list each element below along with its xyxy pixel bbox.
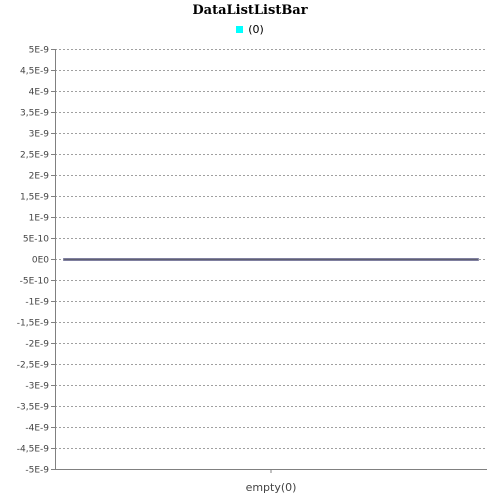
bar <box>63 258 479 261</box>
y-tick-label: 1E-9 <box>29 214 50 224</box>
bar-layer <box>63 258 479 261</box>
y-tick-label: 4E-9 <box>29 88 50 98</box>
y-tick-label: -1,5E-9 <box>17 319 49 329</box>
y-tick-label: -3,5E-9 <box>17 403 49 413</box>
y-tick-label: -2,5E-9 <box>17 361 49 371</box>
x-axis: empty(0) <box>55 49 487 494</box>
legend-label: (0) <box>248 23 264 36</box>
y-tick-label: 5E-10 <box>23 235 49 245</box>
legend-swatch <box>236 25 244 33</box>
y-tick-label: 2E-9 <box>29 172 50 182</box>
y-tick-label: 5E-9 <box>29 46 50 56</box>
y-tick-label: 4,5E-9 <box>20 67 49 77</box>
y-tick-label: 3,5E-9 <box>20 109 49 119</box>
y-tick-label: -3E-9 <box>25 382 49 392</box>
y-tick-label: -5E-9 <box>25 466 49 476</box>
y-tick-label: 3E-9 <box>29 130 50 140</box>
y-tick-label: 1,5E-9 <box>20 193 49 203</box>
legend: (0) <box>0 23 500 36</box>
y-tick-label: -5E-10 <box>20 277 50 287</box>
chart-title: DataListListBar <box>192 3 308 18</box>
y-tick-label: -4E-9 <box>25 424 49 434</box>
y-tick-label: 0E0 <box>32 256 49 266</box>
y-axis: 5E-9 4,5E-9 4E-9 3,5E-9 3E-9 2,5E-9 2E-9 1,5E-9… <box>17 46 55 476</box>
x-category-label: empty(0) <box>246 481 297 494</box>
y-tick-label: -4,5E-9 <box>17 445 49 455</box>
y-tick-label: -2E-9 <box>25 340 49 350</box>
y-tick-label: 2,5E-9 <box>20 151 49 161</box>
y-tick-label: -1E-9 <box>25 298 49 308</box>
